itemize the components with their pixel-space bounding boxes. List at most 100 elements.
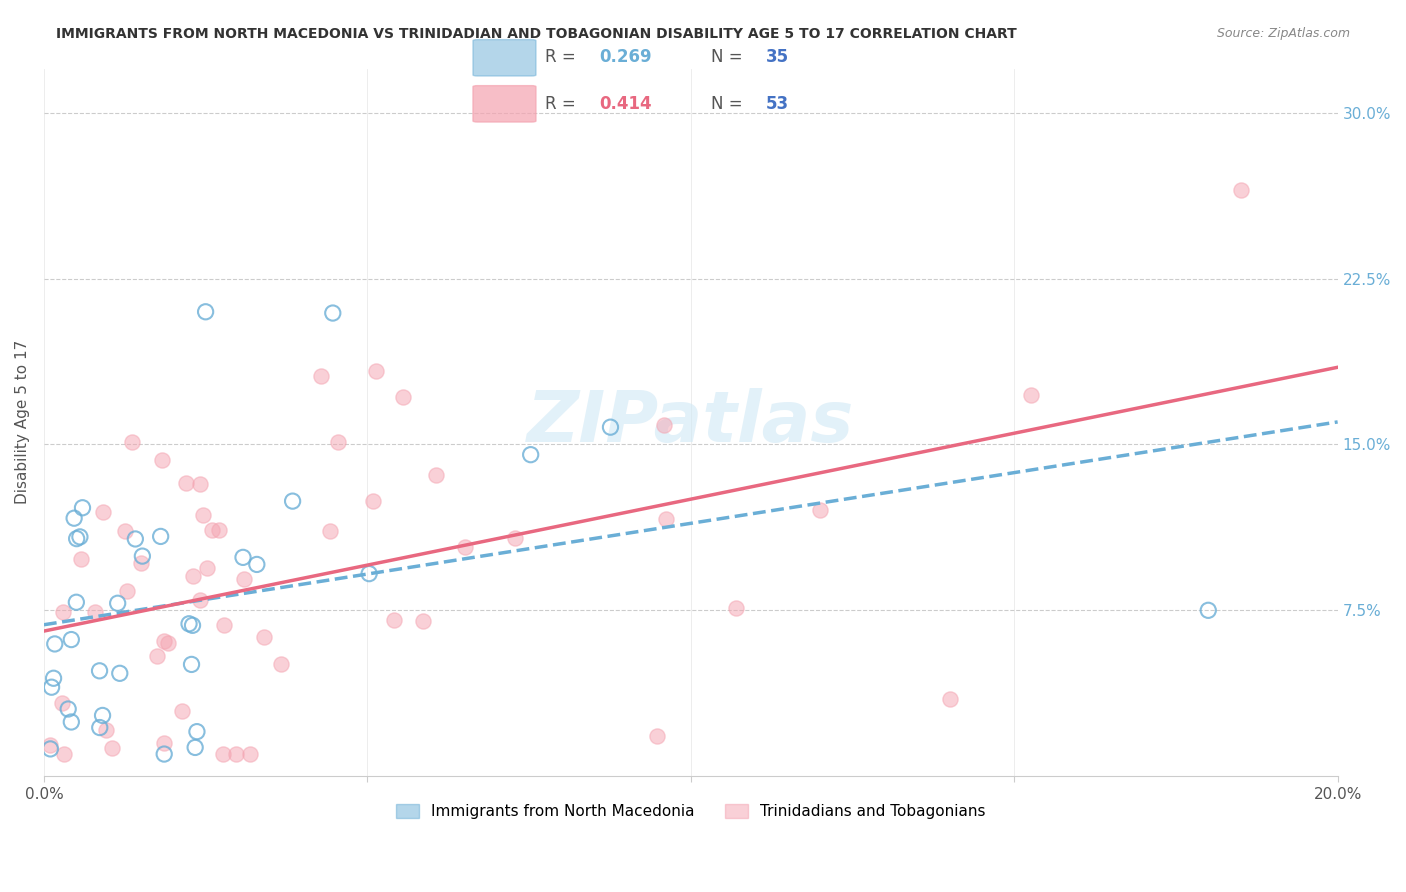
Point (51, 696, 73, 710)
Point (725, 600, 748, 615)
Text: N =: N = (711, 95, 748, 112)
Point (39, 738, 62, 752)
Point (655, 511, 678, 525)
Point (52, 605, 75, 619)
Legend: Immigrants from North Macedonia, Trinidadians and Tobagonians: Immigrants from North Macedonia, Trinida… (389, 797, 991, 825)
Point (108, 666, 131, 681)
Text: Source: ZipAtlas.com: Source: ZipAtlas.com (1216, 27, 1350, 40)
Point (53, 747, 76, 761)
Point (149, 529, 172, 543)
Point (131, 556, 153, 570)
Point (41, 680, 63, 694)
Point (412, 614, 434, 628)
Point (392, 390, 415, 404)
Point (72, 500, 94, 515)
Text: R =: R = (546, 95, 581, 112)
Point (117, 584, 139, 599)
Point (519, 448, 541, 462)
Point (503, 531, 526, 545)
Point (170, 704, 193, 718)
Point (145, 649, 167, 664)
Text: 35: 35 (765, 48, 789, 66)
FancyBboxPatch shape (472, 86, 536, 122)
Point (100, 741, 122, 756)
Y-axis label: Disability Age 5 to 17: Disability Age 5 to 17 (15, 340, 30, 505)
Point (65, 595, 87, 609)
Point (188, 593, 211, 607)
Point (359, 566, 381, 581)
Point (153, 634, 176, 648)
Point (89, 664, 111, 678)
Point (91, 505, 114, 519)
Point (124, 532, 146, 546)
Point (42, 671, 65, 685)
Point (188, 476, 211, 491)
Point (56, 702, 79, 716)
Point (89, 721, 111, 735)
Point (361, 493, 384, 508)
Point (44, 637, 66, 651)
Point (454, 540, 477, 554)
Point (121, 435, 143, 450)
Point (201, 523, 224, 537)
Point (938, 691, 960, 706)
Point (114, 524, 136, 538)
Point (207, 524, 229, 538)
Text: R =: R = (546, 48, 581, 66)
Point (654, 418, 676, 433)
Point (232, 550, 254, 565)
Text: ZIPatlas: ZIPatlas (527, 388, 855, 457)
Point (645, 729, 668, 743)
Point (253, 630, 276, 644)
Point (281, 494, 304, 508)
Point (131, 549, 153, 563)
Point (212, 618, 235, 632)
Point (180, 657, 202, 672)
Point (233, 572, 256, 586)
Point (239, 747, 262, 761)
Point (84, 606, 107, 620)
Point (808, 503, 831, 517)
Point (60, 714, 83, 729)
Point (425, 467, 447, 482)
Point (63, 511, 86, 525)
Point (184, 740, 207, 755)
Point (326, 434, 349, 449)
Point (309, 368, 332, 383)
Point (91, 708, 114, 723)
Text: IMMIGRANTS FROM NORTH MACEDONIA VS TRINIDADIAN AND TOBAGONIAN DISABILITY AGE 5 T: IMMIGRANTS FROM NORTH MACEDONIA VS TRINI… (56, 27, 1017, 41)
Point (366, 364, 388, 378)
FancyBboxPatch shape (472, 39, 536, 76)
Point (107, 596, 129, 610)
Point (191, 508, 214, 522)
Point (382, 614, 405, 628)
Point (69, 530, 91, 544)
Point (94, 723, 117, 737)
Point (153, 747, 176, 761)
Point (150, 452, 173, 467)
Point (181, 568, 204, 582)
Point (322, 306, 344, 320)
Point (212, 747, 235, 761)
Text: N =: N = (711, 48, 748, 66)
Point (319, 524, 342, 539)
Text: 53: 53 (765, 95, 789, 112)
Point (152, 736, 174, 750)
Text: 0.269: 0.269 (599, 48, 651, 66)
Point (225, 747, 247, 761)
Point (195, 561, 218, 575)
Point (181, 618, 204, 632)
Point (156, 635, 179, 649)
Point (186, 724, 208, 739)
Text: 0.414: 0.414 (599, 95, 651, 112)
Point (599, 420, 621, 434)
Point (60, 632, 83, 647)
Point (270, 657, 292, 671)
Point (70, 551, 93, 566)
Point (1021, 388, 1043, 402)
Point (1229, 183, 1251, 197)
Point (39, 742, 62, 756)
Point (246, 558, 269, 572)
Point (66, 532, 89, 546)
Point (174, 475, 197, 490)
